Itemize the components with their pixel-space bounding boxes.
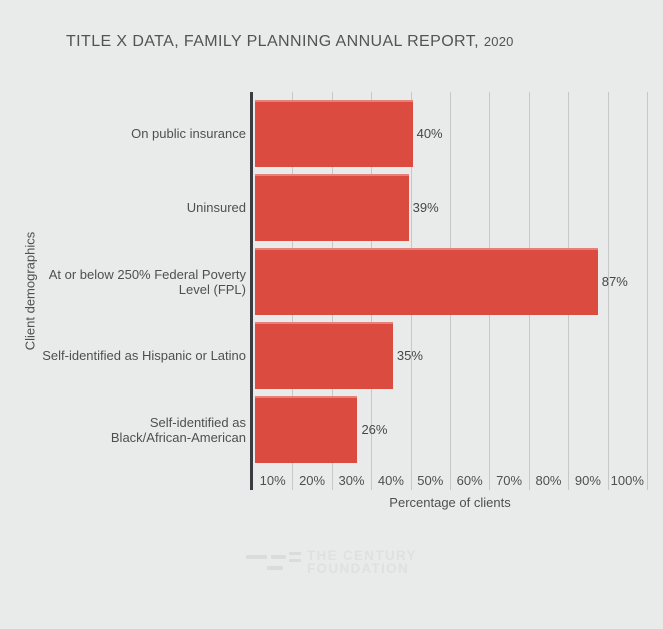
category-label-line: On public insurance — [131, 126, 246, 141]
watermark-line-1: THE CENTURY — [307, 548, 417, 563]
bar-value-label: 39% — [412, 200, 439, 215]
category-label: Uninsured — [187, 174, 246, 241]
bar-value-label: 40% — [416, 126, 443, 141]
x-axis-title: Percentage of clients — [389, 495, 511, 510]
gridline — [607, 92, 609, 490]
gridline — [647, 92, 648, 490]
watermark-line-2: FOUNDATION — [307, 561, 409, 576]
logo-bar — [267, 566, 283, 570]
logo-bar — [289, 558, 301, 562]
x-tick-label: 90% — [574, 472, 601, 488]
x-tick-label: 100% — [610, 472, 644, 488]
category-label-line: Uninsured — [186, 200, 246, 215]
bar — [255, 174, 409, 241]
bar — [255, 248, 598, 315]
bar-value-label: 26% — [361, 422, 388, 437]
x-tick-label: 50% — [417, 472, 444, 488]
x-tick-label: 10% — [259, 472, 286, 488]
category-label-line: Self-identified as — [149, 414, 246, 430]
x-tick-label: 30% — [338, 472, 365, 488]
bar-value-label: 87% — [601, 274, 628, 289]
y-axis-line — [250, 92, 253, 490]
category-label-line: At or below 250% Federal Poverty — [48, 266, 246, 282]
x-tick-label: 60% — [456, 472, 483, 488]
y-axis-title: Client demographics — [22, 231, 38, 351]
category-label-line: Level (FPL) — [178, 281, 246, 297]
x-tick-label: 40% — [377, 472, 404, 488]
bar — [255, 396, 358, 463]
logo-bar — [289, 552, 301, 555]
bar-value-label: 35% — [396, 348, 423, 363]
x-tick-label: 20% — [299, 472, 326, 488]
bar — [255, 100, 413, 167]
category-label: On public insurance — [131, 100, 246, 167]
category-label: Self-identified as Hispanic or Latino — [42, 322, 246, 389]
logo-bar — [246, 555, 267, 559]
x-tick-label: 80% — [535, 472, 562, 488]
logo-bar — [271, 555, 286, 559]
bar — [255, 322, 393, 389]
x-tick-label: 70% — [496, 472, 523, 488]
category-label: Self-identified as Black/African-American — [111, 396, 246, 463]
category-label-line: Self-identified as Hispanic or Latino — [42, 348, 246, 363]
category-label-line: Black/African-American — [110, 429, 246, 445]
chart-title: TITLE X DATA, FAMILY PLANNING ANNUAL REP… — [66, 33, 514, 51]
chart-title-text: TITLE X DATA, FAMILY PLANNING ANNUAL REP… — [66, 33, 479, 50]
watermark-text: THE CENTURY FOUNDATION — [307, 548, 417, 576]
category-label: At or below 250% Federal Poverty Level (F… — [49, 248, 246, 315]
chart-title-year: 2020 — [483, 34, 514, 49]
